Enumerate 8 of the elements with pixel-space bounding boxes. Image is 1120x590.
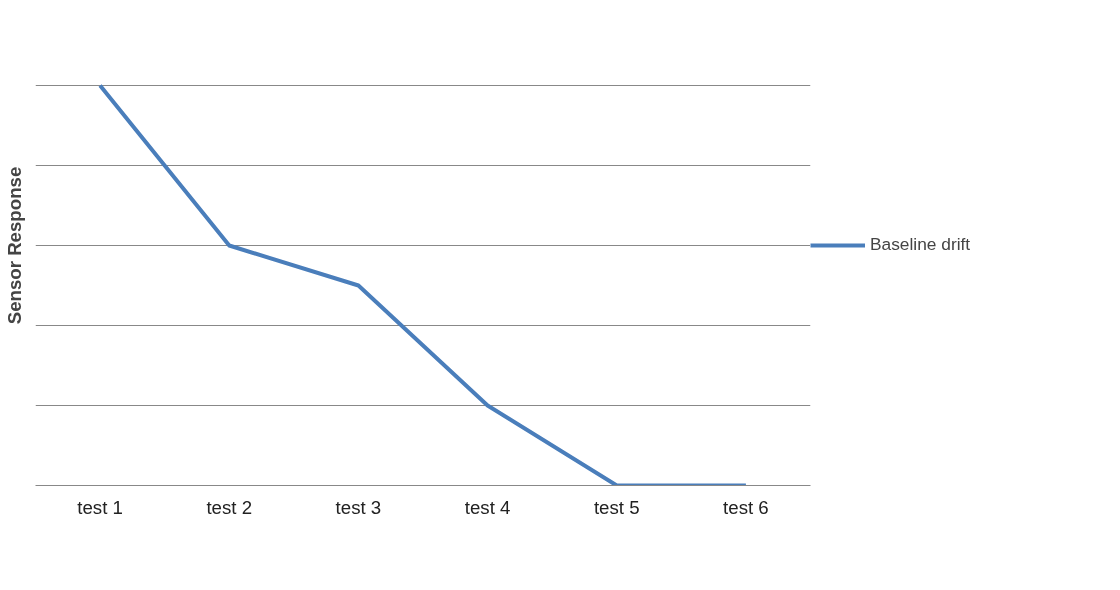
y-axis-title: Sensor Response [3,166,25,325]
x-tick-label: test 2 [206,496,253,518]
x-tick-label: test 1 [77,496,123,518]
x-tick-label: test 5 [593,496,640,518]
x-tick-label: test 4 [464,496,511,518]
x-tick-label: test 3 [335,496,382,518]
x-tick-label: test 6 [723,496,769,518]
legend-label: Baseline drift [870,234,971,255]
